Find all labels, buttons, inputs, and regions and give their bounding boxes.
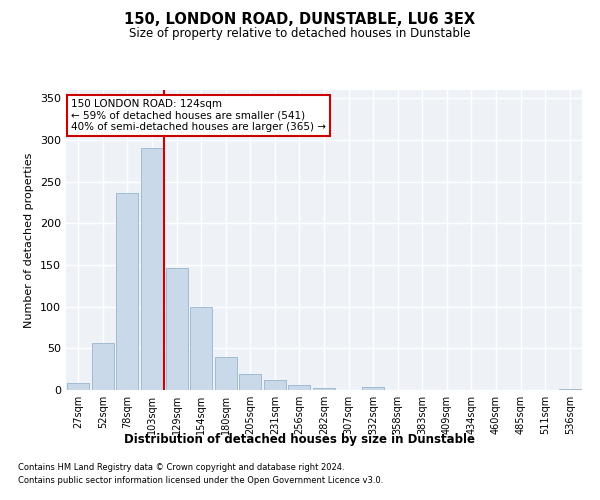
Bar xyxy=(190,306,212,390)
Bar xyxy=(289,385,310,390)
Bar xyxy=(559,389,581,390)
Bar xyxy=(166,268,188,390)
Text: Contains HM Land Registry data © Crown copyright and database right 2024.: Contains HM Land Registry data © Crown c… xyxy=(18,464,344,472)
Text: Contains public sector information licensed under the Open Government Licence v3: Contains public sector information licen… xyxy=(18,476,383,485)
Bar xyxy=(141,148,163,390)
Bar xyxy=(239,374,262,390)
Bar xyxy=(92,342,114,390)
Text: 150 LONDON ROAD: 124sqm
← 59% of detached houses are smaller (541)
40% of semi-d: 150 LONDON ROAD: 124sqm ← 59% of detache… xyxy=(71,99,326,132)
Bar xyxy=(116,192,139,390)
Bar xyxy=(215,356,237,390)
Text: Distribution of detached houses by size in Dunstable: Distribution of detached houses by size … xyxy=(125,432,476,446)
Text: 150, LONDON ROAD, DUNSTABLE, LU6 3EX: 150, LONDON ROAD, DUNSTABLE, LU6 3EX xyxy=(124,12,476,28)
Bar xyxy=(362,386,384,390)
Bar xyxy=(313,388,335,390)
Bar xyxy=(67,384,89,390)
Text: Size of property relative to detached houses in Dunstable: Size of property relative to detached ho… xyxy=(129,28,471,40)
Bar xyxy=(264,380,286,390)
Y-axis label: Number of detached properties: Number of detached properties xyxy=(25,152,34,328)
